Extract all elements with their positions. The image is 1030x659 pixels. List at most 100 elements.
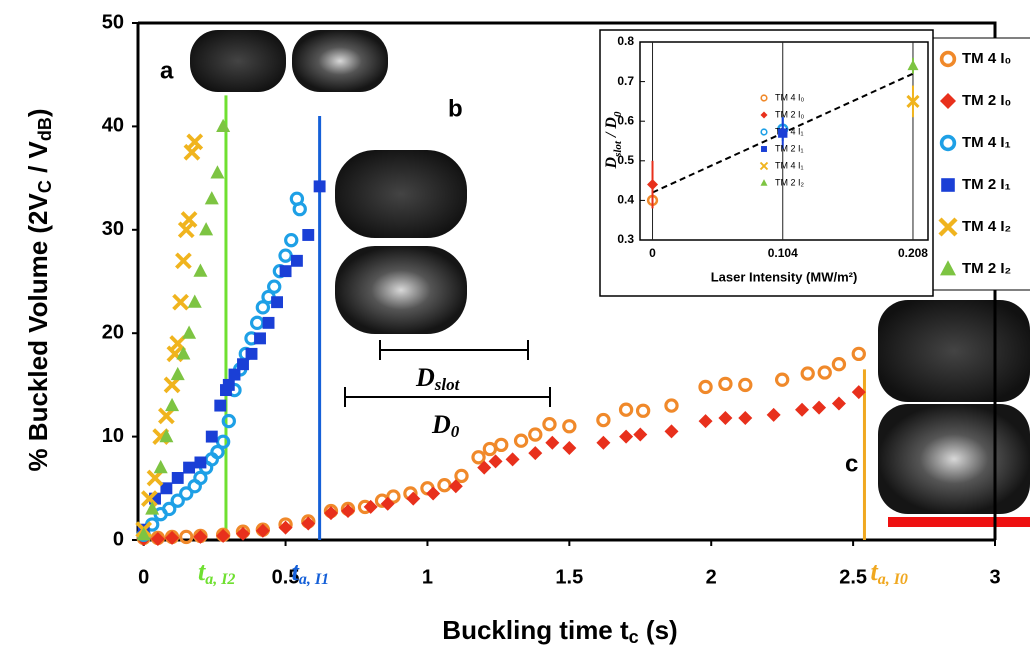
marker [759, 161, 769, 171]
legend-label: TM 4 I₁ [962, 134, 1011, 151]
x-tick-label: 1 [422, 566, 433, 588]
legend: TM 4 I₀ TM 2 I₀ TM 4 I₁ TM 2 I₁ TM 4 I₂ TM 2 … [932, 37, 1030, 291]
marker [505, 452, 520, 467]
marker [698, 379, 713, 395]
marker [635, 403, 651, 418]
marker [494, 437, 509, 453]
marker [183, 461, 196, 474]
label-part: % Buckled Volume (2 [23, 211, 53, 472]
droplet-image [878, 404, 1030, 514]
marker [216, 528, 231, 543]
marker [831, 357, 847, 372]
marker [939, 134, 957, 152]
y-axis-label: % Buckled Volume (2VC / VdB) [23, 108, 55, 471]
marker [179, 529, 194, 545]
dimension-arrows [344, 340, 551, 407]
label-part: (s) [639, 615, 678, 645]
marker [363, 499, 378, 514]
marker [193, 263, 208, 277]
label-part: D [415, 363, 435, 392]
x-tick-label: 0.208 [898, 246, 928, 260]
marker [323, 506, 338, 521]
marker [146, 469, 164, 487]
legend-label: TM 4 I₁ [775, 126, 804, 136]
label-part: D [431, 410, 451, 439]
marker [170, 493, 185, 508]
marker [182, 325, 197, 339]
label-part: slot [612, 140, 624, 158]
marker [437, 478, 452, 493]
droplet-image [335, 150, 467, 238]
marker [941, 178, 955, 192]
marker [271, 296, 283, 309]
marker [140, 490, 158, 508]
marker [633, 427, 648, 442]
plot-frame [138, 21, 997, 540]
droplet-image [335, 246, 467, 334]
y-tick-label: 30 [102, 218, 124, 240]
marker [562, 440, 577, 455]
marker [159, 428, 174, 443]
y-tick-label: 10 [102, 425, 124, 447]
marker [149, 492, 161, 505]
y-tick-label: 0 [113, 528, 124, 550]
marker [718, 410, 733, 425]
marker [760, 111, 768, 119]
legend-label: TM 2 I₀ [962, 92, 1011, 109]
marker [380, 496, 395, 511]
label-part: C [35, 180, 55, 193]
legend-label: TM 4 I₀ [962, 50, 1011, 67]
marker [800, 366, 815, 381]
marker [795, 402, 810, 417]
marker [210, 444, 225, 460]
marker [162, 501, 177, 517]
marker [817, 365, 832, 380]
marker [186, 133, 204, 151]
y-axis-label: Dslot / D0 [603, 111, 624, 169]
marker [179, 486, 194, 501]
legend-label: TM 2 I₁ [962, 176, 1011, 193]
label-part: 0 [612, 111, 624, 117]
marker [153, 459, 168, 474]
label-part: a, I0 [878, 571, 908, 588]
threshold-label: ta, I1 [292, 557, 329, 588]
y-tick-label: 0.4 [617, 193, 634, 207]
marker [812, 400, 827, 415]
marker [170, 366, 185, 381]
marker [761, 146, 767, 152]
marker [596, 435, 611, 450]
marker [647, 179, 659, 191]
marker [278, 520, 293, 535]
marker [718, 376, 733, 392]
marker [406, 491, 421, 506]
marker [262, 316, 275, 329]
label-part: / [23, 158, 53, 180]
label-part: t [198, 557, 206, 586]
marker [284, 232, 299, 248]
marker [194, 456, 207, 469]
marker [136, 527, 151, 541]
marker [301, 516, 316, 531]
marker [939, 50, 957, 68]
marker [738, 377, 753, 393]
marker [477, 460, 492, 475]
marker [698, 414, 713, 429]
marker [907, 59, 919, 71]
marker [313, 180, 326, 193]
marker [187, 294, 202, 308]
label-part: V [23, 193, 53, 211]
x-tick-label: 2.5 [839, 566, 867, 588]
marker [171, 472, 184, 484]
marker [851, 385, 866, 400]
marker [255, 300, 271, 315]
marker [237, 358, 249, 371]
marker [158, 407, 175, 425]
marker [938, 217, 958, 237]
label-part: D [603, 156, 620, 169]
marker [222, 378, 235, 391]
marker [228, 368, 241, 381]
y-tick-label: 40 [102, 115, 124, 137]
marker [292, 201, 307, 217]
marker [145, 501, 160, 515]
